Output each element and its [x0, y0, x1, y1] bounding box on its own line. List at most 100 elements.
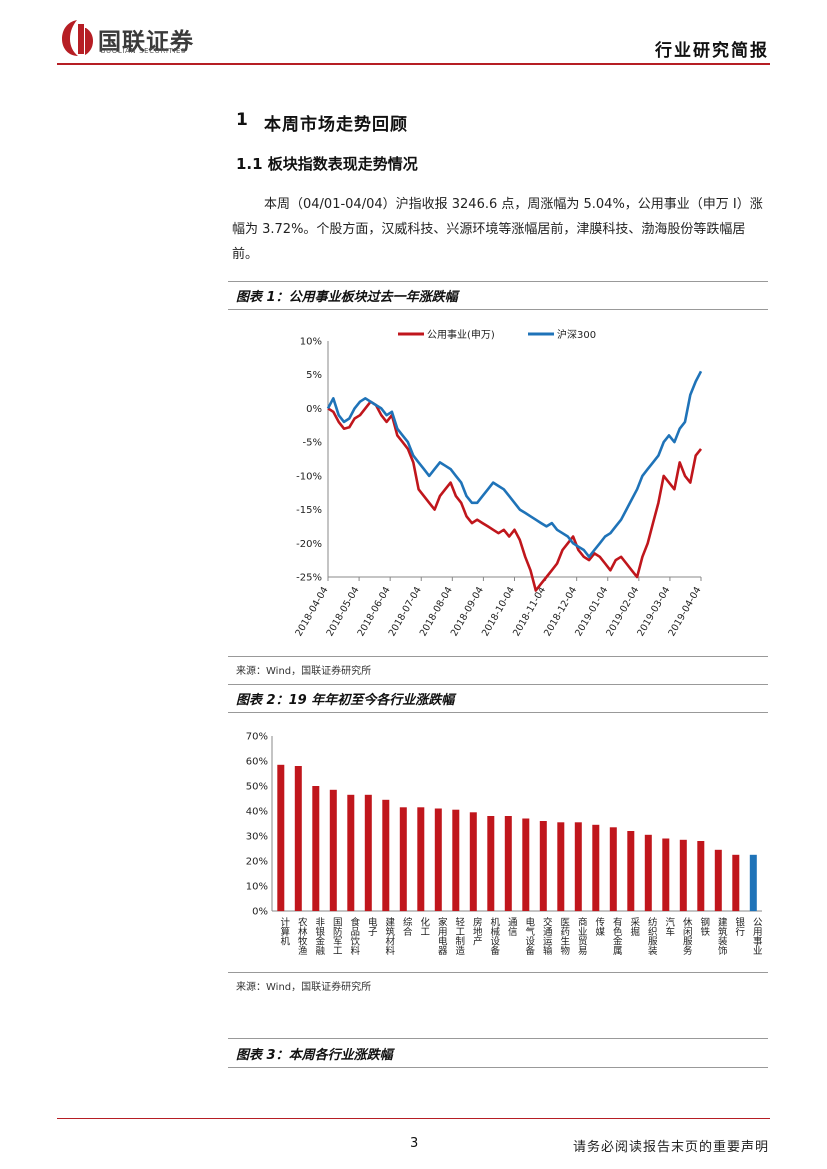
fig3-title: 图表 3：本周各行业涨跌幅: [236, 1048, 393, 1063]
x-category-label: 家用电器: [436, 916, 448, 955]
x-category-label: 建筑装饰: [716, 916, 728, 956]
bar-16: [539, 821, 547, 911]
y-tick-label: -15%: [296, 505, 322, 516]
legend-label-1: 沪深300: [557, 328, 596, 341]
y-tick-label: -20%: [296, 539, 322, 550]
bar-2: [294, 766, 302, 911]
x-axis: 2018-04-042018-05-042018-06-042018-07-04…: [293, 576, 704, 638]
bar-12: [469, 812, 477, 912]
bar-10: [434, 808, 442, 911]
footer-disclaimer: 请务必阅读报告末页的重要声明: [572, 1140, 769, 1155]
y-axis-ticks: 10% 5% 0% -5% -10% -15% -20% -25%: [296, 337, 322, 584]
x-category-label: 银行: [733, 916, 745, 937]
bar-22: [644, 834, 652, 912]
x-category-label: 国防军工: [331, 917, 343, 955]
x-category-label: 公用事业: [751, 917, 763, 955]
x-category-label: 非银金融: [313, 916, 325, 956]
page-number: 3: [410, 1136, 419, 1151]
fig3-top-rule: [228, 1038, 768, 1039]
bar-21: [627, 831, 635, 911]
x-category-label: 纺织服装: [646, 916, 658, 956]
legend: 公用事业(申万) 沪深300: [398, 328, 596, 341]
bar-6: [364, 794, 372, 912]
fig1-top-rule: [228, 281, 768, 282]
y-tick-label: -10%: [296, 471, 322, 482]
bar-20: [609, 827, 617, 912]
fig1-title: 图表 1：公用事业板块过去一年涨跌幅: [236, 290, 458, 305]
x-category-label: 综合: [401, 916, 413, 937]
logo-text-cn: 国联证券: [98, 29, 194, 55]
x-category-label: 轻工制造: [453, 916, 465, 956]
x-category-label: 农林牧渔: [296, 916, 308, 955]
fig1-source: 来源：Wind，国联证券研究所: [236, 666, 372, 677]
x-category-label: 食品饮料: [348, 916, 360, 956]
bar-5: [347, 794, 355, 912]
bar-26: [714, 849, 722, 912]
y-tick-label: 5%: [306, 370, 322, 381]
bar-1: [277, 764, 285, 912]
x-category-label: 电气设备: [523, 916, 535, 956]
fig2-title-rule: [228, 712, 768, 713]
section-number: 1: [236, 110, 248, 130]
fig2-top-rule: [228, 684, 768, 685]
x-category-label: 采掘: [628, 917, 640, 937]
x-category-label: 通信: [506, 917, 518, 937]
y-tick-label: 10%: [300, 337, 322, 348]
bar-14: [504, 816, 512, 911]
legend-label-0: 公用事业(申万): [427, 328, 495, 341]
bar-18: [574, 822, 582, 912]
x-category-label: 有色金属: [611, 916, 623, 956]
header-rule: [57, 63, 770, 65]
bar-19: [592, 824, 600, 912]
y-tick-label: -25%: [296, 573, 322, 584]
bar-28: [749, 854, 757, 912]
bar-17: [557, 822, 565, 912]
series-line-0: [327, 400, 703, 592]
y-tick-label: 40%: [246, 807, 268, 818]
bars: [277, 764, 757, 912]
series-lines: [326, 370, 703, 592]
x-category-label: 休闲服务: [681, 916, 693, 956]
y-tick-label: -5%: [303, 438, 322, 449]
x-category-label: 汽车: [663, 916, 675, 937]
report-type: 行业研究简报: [655, 41, 769, 61]
bar-24: [679, 839, 687, 912]
bar-chart: 70% 60% 50% 40% 30% 20% 10% 0% 计算机 农林牧渔 非银金融 国防军工食…: [246, 732, 763, 956]
line-chart: 10% 5% 0% -5% -10% -15% -20% -25% 2018-04-04201…: [293, 328, 704, 638]
y-tick-label: 30%: [246, 832, 268, 843]
fig1-source-rule: [228, 656, 768, 657]
y-tick-label: 70%: [246, 732, 268, 743]
x-category-label: 钢铁: [698, 916, 710, 937]
bar-8: [399, 807, 407, 912]
x-category-label: 电子: [366, 916, 378, 936]
x-axis-labels: 计算机 农林牧渔 非银金融 国防军工 食品饮料 电子 建筑材料 综合 化工 家用电器 轻工制造 房地产…: [278, 916, 762, 956]
x-tick-label: 2019-04-04: [666, 585, 703, 638]
body-paragraph: 本周（04/01-04/04）沪指收报 3246.6 点，周涨幅为 5.04%，…: [232, 197, 763, 262]
section-title: 本周市场走势回顾: [264, 115, 408, 135]
fig2-title: 图表 2：19 年年初至今各行业涨跌幅: [236, 693, 455, 708]
series-line-1: [326, 370, 703, 559]
fig2-source: 来源：Wind，国联证券研究所: [236, 982, 372, 993]
x-category-label: 商业贸易: [576, 916, 588, 956]
bar-13: [487, 816, 495, 911]
bar-15: [522, 818, 530, 911]
x-category-label: 化工: [418, 916, 430, 936]
bar-25: [697, 841, 705, 911]
logo-text-en: GUOLIAN SECURITIES: [100, 47, 187, 55]
x-category-label: 医药生物: [558, 917, 570, 956]
bar-11: [452, 809, 460, 911]
y-tick-label: 60%: [246, 757, 268, 768]
bar-4: [329, 789, 337, 912]
company-logo-icon: [62, 20, 93, 56]
bar-3: [312, 786, 320, 911]
bar-9: [417, 807, 425, 912]
y-axis-ticks: 70% 60% 50% 40% 30% 20% 10% 0%: [246, 732, 762, 918]
y-tick-label: 10%: [246, 882, 268, 893]
x-category-label: 传媒: [593, 916, 605, 937]
x-category-label: 建筑材料: [383, 916, 395, 956]
y-tick-label: 0%: [306, 404, 322, 415]
x-category-label: 交通运输: [541, 916, 553, 956]
fig2-source-rule: [228, 972, 768, 973]
bar-23: [662, 838, 670, 911]
y-tick-label: 0%: [252, 907, 268, 918]
